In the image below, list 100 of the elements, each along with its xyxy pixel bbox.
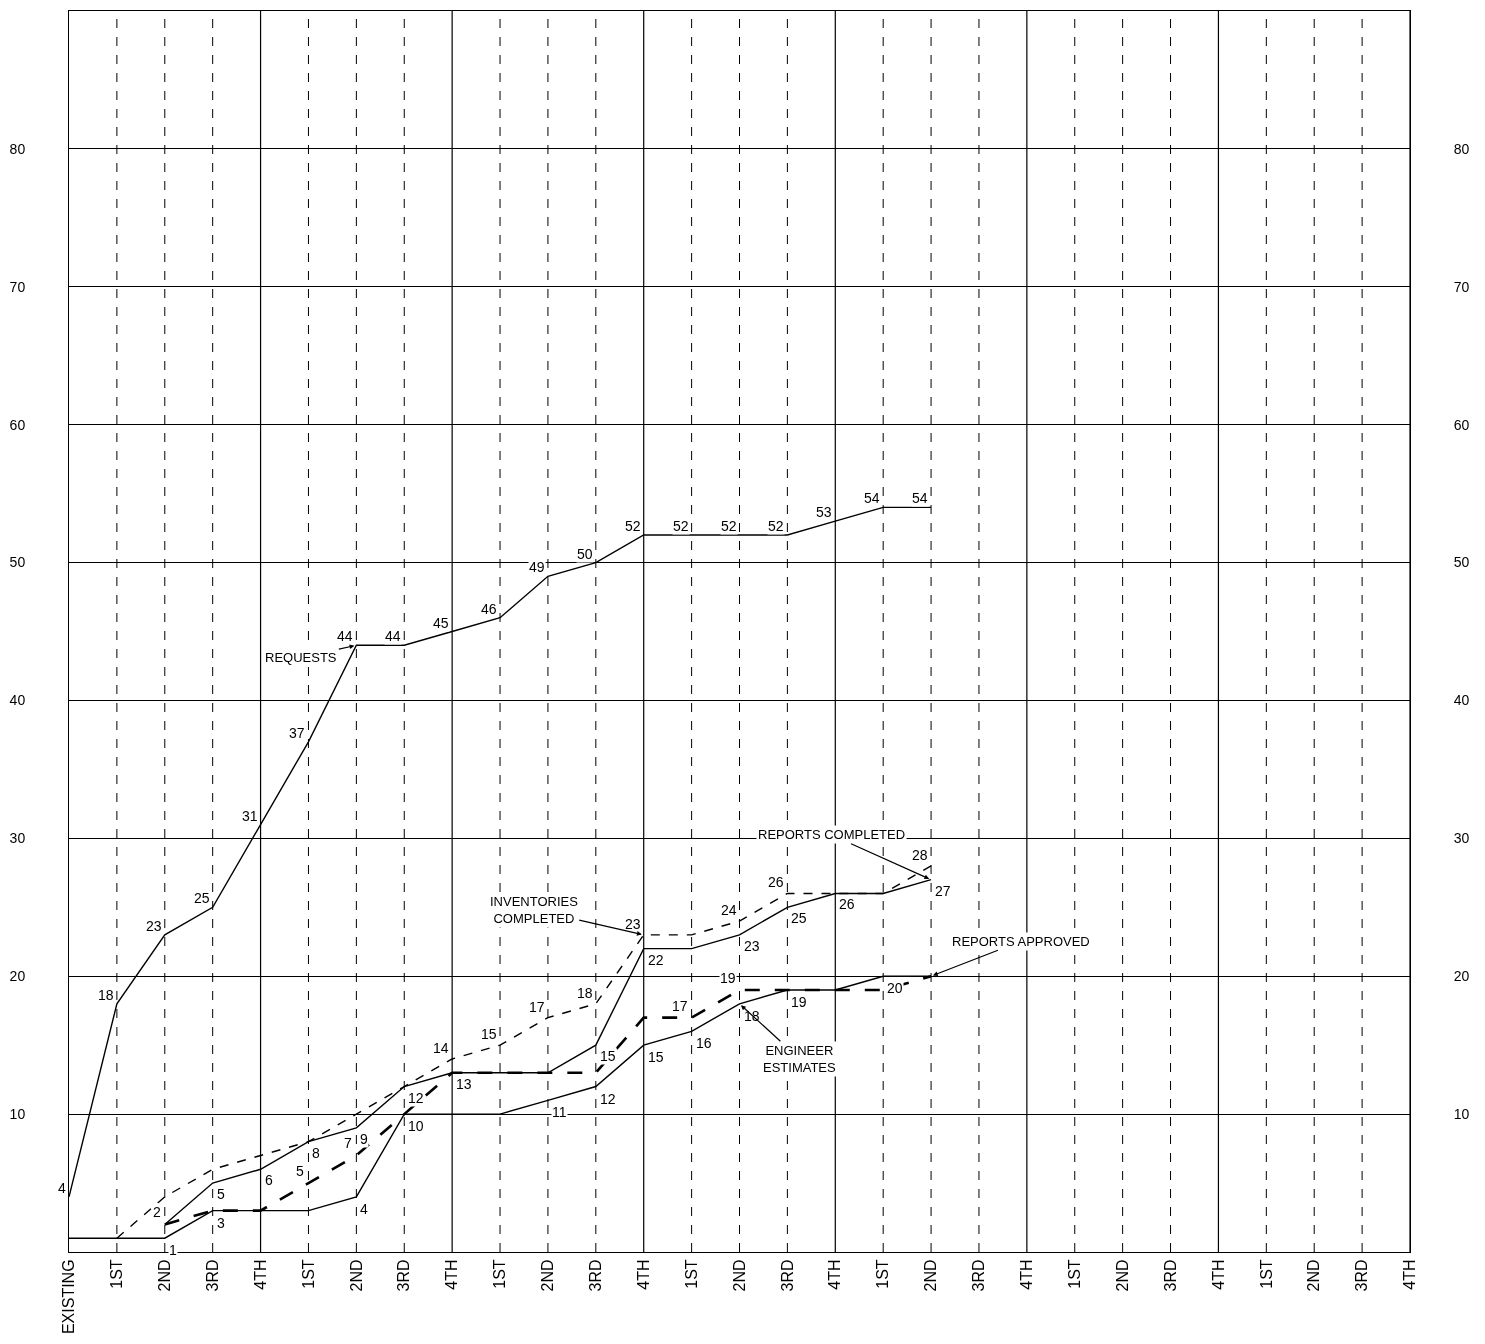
data-label: 5: [217, 1186, 225, 1202]
y2-tick-label: 60: [1453, 416, 1470, 433]
data-label: 15: [481, 1026, 497, 1042]
x-tick-label: 4TH: [1209, 1259, 1227, 1290]
data-label: 44: [337, 628, 353, 644]
x-tick-label: 2ND: [730, 1259, 748, 1292]
data-label: 2: [153, 1204, 161, 1220]
data-label: 6: [265, 1172, 273, 1188]
x-tick-label: 3RD: [778, 1259, 796, 1292]
x-tick-label: 2ND: [922, 1259, 940, 1292]
y-tick-label: 10: [9, 1106, 26, 1123]
data-label: 46: [481, 601, 497, 617]
data-label: 24: [721, 902, 737, 918]
data-label: 5: [296, 1163, 304, 1179]
data-label: 13: [456, 1076, 472, 1092]
x-tick-label: 2ND: [1305, 1259, 1323, 1292]
x-tick-label: 4TH: [826, 1259, 844, 1290]
data-label: 25: [791, 910, 807, 926]
x-tick-label: 4TH: [443, 1259, 461, 1290]
data-label: 17: [672, 998, 688, 1014]
data-label: 9: [360, 1131, 368, 1147]
y2-tick-label: 10: [1453, 1106, 1470, 1123]
y2-tick-label: 20: [1453, 968, 1470, 985]
y2-tick-label: 30: [1453, 830, 1470, 847]
data-label: 23: [146, 918, 162, 934]
x-tick-label: 3RD: [1161, 1259, 1179, 1292]
data-label: 52: [673, 518, 689, 534]
data-label: 15: [600, 1048, 616, 1064]
x-tick-label: EXISTING: [60, 1259, 78, 1335]
x-tick-label: 1ST: [874, 1259, 892, 1289]
y2-tick-label: 40: [1453, 692, 1470, 709]
x-tick-label: 2ND: [1113, 1259, 1131, 1292]
y-tick-label: 50: [9, 554, 26, 571]
x-tick-label: 3RD: [1353, 1259, 1371, 1292]
y-tick-label: 20: [9, 968, 26, 985]
y2-tick-label: 80: [1453, 140, 1470, 157]
x-tick-label: 2ND: [539, 1259, 557, 1292]
x-tick-label: 1ST: [1065, 1259, 1083, 1289]
data-label: 28: [912, 847, 928, 863]
y-tick-label: 60: [9, 416, 26, 433]
data-label: 52: [625, 518, 641, 534]
data-label: 31: [242, 808, 258, 824]
data-label: 16: [696, 1035, 712, 1051]
data-label: 17: [529, 999, 545, 1015]
text: INVENTORIES COMPLETED: [490, 894, 579, 926]
y-tick-label: 80: [9, 140, 26, 157]
data-label: 19: [791, 994, 807, 1010]
x-tick-label: 4TH: [1401, 1259, 1419, 1290]
data-label: 1: [169, 1242, 177, 1258]
data-label: 12: [408, 1090, 424, 1106]
y2-tick-label: 50: [1453, 554, 1470, 571]
y-tick-label: 40: [9, 692, 26, 709]
data-label: 20: [887, 980, 903, 996]
text: REPORTS APPROVED: [952, 934, 1090, 949]
data-label: 37: [289, 725, 305, 741]
data-label: 26: [839, 896, 855, 912]
y-tick-label: 70: [9, 278, 26, 295]
x-tick-label: 1ST: [491, 1259, 509, 1289]
data-label: 50: [577, 546, 593, 562]
data-label: 22: [648, 952, 664, 968]
data-label: 10: [408, 1118, 424, 1134]
data-label: 8: [312, 1145, 320, 1161]
y2-tick-label: 70: [1453, 278, 1470, 295]
data-label: 12: [600, 1091, 616, 1107]
x-tick-label: 3RD: [203, 1259, 221, 1292]
x-tick-label: 4TH: [634, 1259, 652, 1290]
data-label: 53: [816, 504, 832, 520]
data-label: 52: [721, 518, 737, 534]
x-tick-label: 1ST: [299, 1259, 317, 1289]
data-label: 4: [360, 1201, 368, 1217]
data-label: 45: [433, 615, 449, 631]
data-label: 7: [344, 1135, 352, 1151]
data-label: 15: [648, 1049, 664, 1065]
x-tick-label: 4TH: [251, 1259, 269, 1290]
data-label: 23: [625, 916, 641, 932]
data-label: 49: [529, 559, 545, 575]
x-tick-label: 3RD: [587, 1259, 605, 1292]
x-tick-label: 1ST: [1257, 1259, 1275, 1289]
x-tick-label: 1ST: [108, 1259, 126, 1289]
data-label: 44: [385, 628, 401, 644]
data-label: 27: [935, 883, 951, 899]
data-label: 11: [552, 1104, 567, 1120]
data-label: 18: [577, 985, 593, 1001]
data-label: 26: [768, 874, 784, 890]
x-tick-label: 3RD: [970, 1259, 988, 1292]
data-label: 54: [912, 490, 928, 506]
x-tick-label: 1ST: [682, 1259, 700, 1289]
data-label: 23: [744, 938, 760, 954]
text: ENGINEER ESTIMATES: [763, 1043, 837, 1075]
x-tick-label: 2ND: [347, 1259, 365, 1292]
data-label: 19: [720, 970, 736, 986]
data-label: 18: [98, 987, 114, 1003]
series-label: REQUESTS: [265, 650, 337, 665]
y-tick-label: 30: [9, 830, 26, 847]
data-label: 4: [58, 1180, 66, 1196]
x-tick-label: 4TH: [1018, 1259, 1036, 1290]
data-label: 54: [864, 490, 880, 506]
data-label: 52: [768, 518, 784, 534]
data-label: 3: [217, 1215, 225, 1231]
text: REPORTS COMPLETED: [758, 827, 906, 842]
